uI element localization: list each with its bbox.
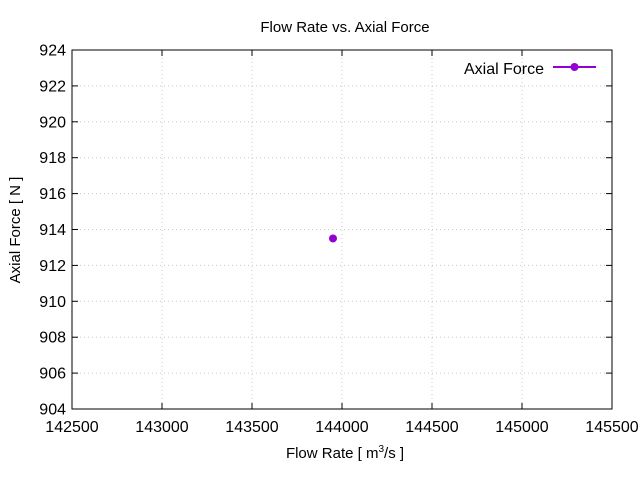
legend-marker-sample xyxy=(570,63,579,71)
y-axis-label: Axial Force [ N ] xyxy=(7,177,24,284)
y-tick-label: 908 xyxy=(39,330,66,347)
legend-label: Axial Force xyxy=(464,61,544,78)
x-tick-label: 142500 xyxy=(45,419,98,436)
y-tick-label: 912 xyxy=(39,258,66,275)
x-axis-label: Flow Rate [ m3/s ] xyxy=(286,444,404,462)
y-tick-label: 910 xyxy=(39,294,66,311)
y-tick-label: 904 xyxy=(39,402,66,419)
data-point xyxy=(329,234,337,243)
y-tick-label: 916 xyxy=(39,186,66,203)
legend: Axial Force xyxy=(464,61,596,78)
chart-title: Flow Rate vs. Axial Force xyxy=(260,19,429,36)
x-tick-label: 144500 xyxy=(405,419,458,436)
x-tick-label: 143500 xyxy=(225,419,278,436)
y-tick-label: 906 xyxy=(39,366,66,383)
y-tick-label: 922 xyxy=(39,78,66,95)
x-tick-label: 144000 xyxy=(315,419,368,436)
x-axis: 142500 143000 143500 144000 144500 145000 1455… xyxy=(45,50,639,436)
x-axis-label-suffix: /s ] xyxy=(384,445,404,462)
series-group xyxy=(329,234,337,243)
x-axis-label-superscript: 3 xyxy=(378,444,384,455)
y-tick-label: 924 xyxy=(39,43,66,60)
x-tick-label: 145000 xyxy=(495,419,548,436)
y-tick-label: 920 xyxy=(39,114,66,131)
y-tick-label: 918 xyxy=(39,150,66,167)
y-tick-label: 914 xyxy=(39,222,66,239)
x-tick-label: 143000 xyxy=(135,419,188,436)
y-axis: 904 906 908 910 912 914 916 918 920 922 924 xyxy=(39,43,612,419)
x-tick-label: 145500 xyxy=(585,419,638,436)
x-axis-label-prefix: Flow Rate [ m xyxy=(286,445,379,462)
